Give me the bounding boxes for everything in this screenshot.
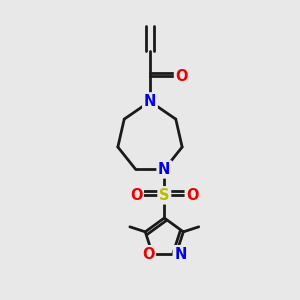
- Text: O: O: [130, 188, 142, 203]
- Text: O: O: [186, 188, 199, 203]
- Text: S: S: [159, 188, 169, 203]
- Text: O: O: [142, 247, 155, 262]
- Text: O: O: [176, 69, 188, 84]
- Text: N: N: [158, 162, 170, 177]
- Text: N: N: [144, 94, 156, 109]
- Text: N: N: [174, 247, 187, 262]
